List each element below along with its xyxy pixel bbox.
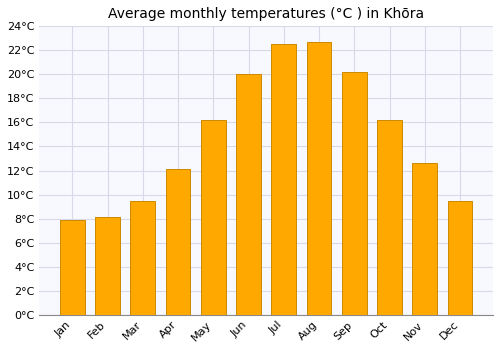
Bar [60,220,84,315]
Bar [95,217,120,315]
Bar [130,201,155,315]
Bar [342,72,366,315]
Title: Average monthly temperatures (°C ) in Khōra: Average monthly temperatures (°C ) in Kh… [108,7,424,21]
Bar [377,120,402,315]
Bar [306,42,332,315]
Bar [236,74,261,315]
Bar [412,163,437,315]
Bar [201,120,226,315]
Bar [448,201,472,315]
Bar [166,169,190,315]
Bar [272,44,296,315]
